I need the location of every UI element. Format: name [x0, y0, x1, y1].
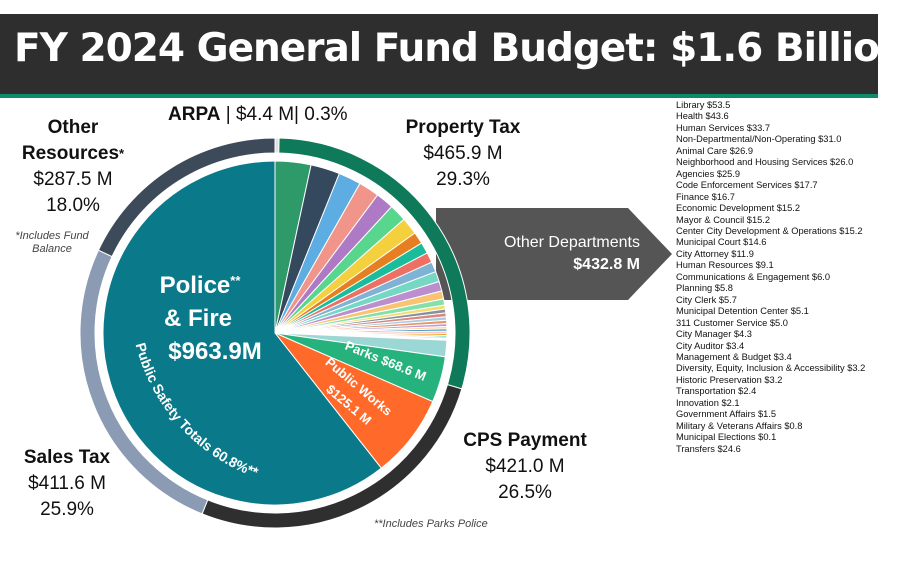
- department-list-item: City Clerk $5.7: [676, 294, 737, 305]
- cps-payment-label: CPS Payment $421.0 M 26.5%: [463, 430, 587, 503]
- department-list-item: Transfers $24.6: [676, 443, 741, 454]
- other-departments-arrow: [436, 208, 672, 300]
- fund-balance-note: *Includes Fund Balance: [15, 230, 89, 255]
- police-fire-label: Police**: [160, 272, 242, 299]
- department-list-item: Innovation $2.1: [676, 397, 740, 408]
- department-list-item: Municipal Detention Center $5.1: [676, 306, 809, 317]
- other-resources-ring-segment: [97, 137, 276, 258]
- department-list-item: Communications & Engagement $6.0: [676, 271, 831, 282]
- department-list-item: Municipal Court $14.6: [676, 237, 767, 248]
- department-list-item: Non-Departmental/Non-Operating $31.0: [676, 134, 842, 145]
- department-list: Library $53.5 Health $43.6 Human Services …: [676, 100, 865, 455]
- department-list-item: City Manager $4.3: [676, 329, 752, 340]
- police-fire-amount: $963.9M: [168, 338, 261, 365]
- department-list-item: Planning $5.8: [676, 283, 733, 294]
- department-list-item: Mayor & Council $15.2: [676, 214, 771, 225]
- police-fire-label-line2: & Fire: [164, 305, 232, 332]
- department-list-item: Library $53.5: [676, 100, 731, 110]
- department-list-item: City Attorney $11.9: [676, 248, 754, 259]
- department-list-item: Human Services $33.7: [676, 122, 771, 133]
- page-title: FY 2024 General Fund Budget: $1.6 Billio…: [14, 26, 900, 71]
- department-list-item: Military & Veterans Affairs $0.8: [676, 420, 803, 431]
- department-list-item: City Auditor $3.4: [676, 340, 745, 351]
- expense-pie: [102, 160, 446, 506]
- department-list-item: Government Affairs $1.5: [676, 409, 777, 420]
- department-list-item: Neighborhood and Housing Services $26.0: [676, 157, 854, 168]
- police-fire-slice: [102, 160, 383, 506]
- department-list-item: Code Enforcement Services $17.7: [676, 180, 818, 191]
- parks-police-note: **Includes Parks Police: [374, 518, 488, 530]
- department-list-item: Finance $16.7: [676, 191, 735, 202]
- revenue-ring: [79, 137, 471, 529]
- department-list-item: Animal Care $26.9: [676, 145, 753, 156]
- department-list-item: 311 Customer Service $5.0: [676, 317, 788, 328]
- arpa-label: ARPA | $4.4 M| 0.3%: [168, 104, 348, 125]
- title-banner: FY 2024 General Fund Budget: $1.6 Billio…: [0, 14, 900, 98]
- department-list-item: Municipal Elections $0.1: [676, 432, 777, 443]
- department-list-item: Economic Development $15.2: [676, 203, 801, 214]
- department-list-item: Diversity, Equity, Inclusion & Accessibi…: [676, 363, 866, 374]
- other-resources-label: Other Resources* $287.5 M 18.0%: [21, 117, 125, 216]
- other-departments-label: Other Departments $432.8 M: [503, 234, 640, 273]
- department-list-item: Management & Budget $3.4: [676, 351, 792, 362]
- property-tax-label: Property Tax $465.9 M 29.3%: [405, 117, 521, 190]
- department-list-item: Historic Preservation $3.2: [676, 374, 783, 385]
- department-list-item: Center City Development & Operations $15…: [676, 225, 863, 236]
- department-wedges: [274, 160, 448, 358]
- department-list-item: Agencies $25.9: [676, 168, 741, 179]
- sales-tax-label: Sales Tax $411.6 M 25.9%: [23, 447, 111, 520]
- department-list-item: Transportation $2.4: [676, 386, 757, 397]
- department-list-item: Health $43.6: [676, 111, 729, 122]
- department-list-item: Human Resources $9.1: [676, 260, 774, 271]
